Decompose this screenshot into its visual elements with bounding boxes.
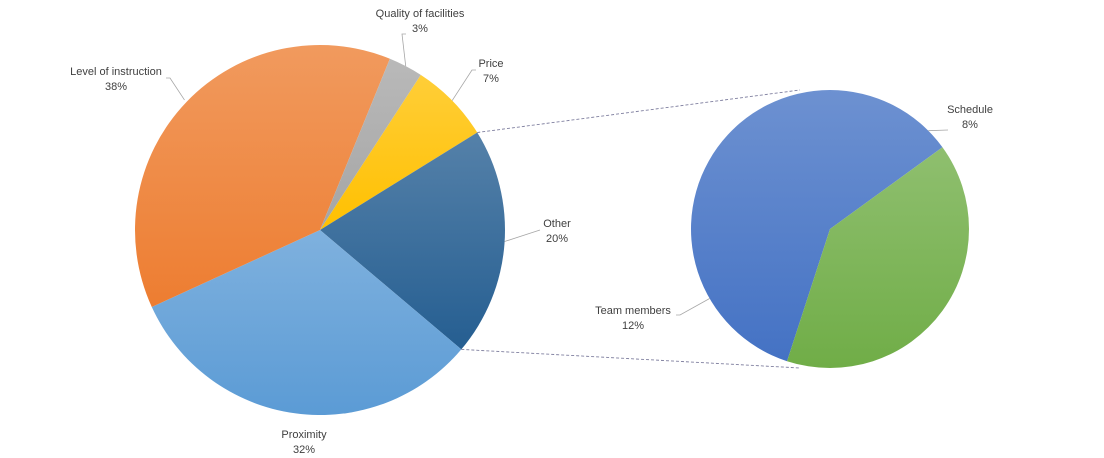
pie-connector-lines [461, 89, 801, 369]
secondary-pie [691, 89, 969, 368]
pie-slice-schedule [787, 147, 969, 368]
label-leader-lines [166, 33, 949, 316]
label-value-quality-of-facilities: 3% [412, 23, 428, 35]
leader-other [504, 229, 541, 242]
leader-team-members [676, 298, 710, 316]
connector-line-bottom [461, 348, 801, 369]
main-pie [135, 45, 506, 415]
label-value-price: 7% [483, 73, 499, 85]
label-value-team-members: 12% [622, 320, 644, 332]
label-name-proximity: Proximity [281, 429, 327, 441]
label-value-schedule: 8% [962, 119, 978, 131]
label-value-proximity: 32% [293, 444, 315, 456]
label-value-other: 20% [546, 233, 568, 245]
pie-slice-price [320, 74, 478, 230]
label-value-level-of-instruction: 38% [105, 81, 127, 93]
label-name-team-members: Team members [595, 305, 671, 317]
label-name-quality-of-facilities: Quality of facilities [376, 8, 465, 20]
label-name-level-of-instruction: Level of instruction [70, 66, 162, 78]
label-name-price: Price [478, 58, 503, 70]
leader-price [451, 69, 476, 101]
leader-level-of-instruction [166, 77, 185, 101]
label-name-schedule: Schedule [947, 104, 993, 116]
pie-slice-proximity [151, 230, 462, 415]
label-name-other: Other [543, 218, 571, 230]
pie-slice-facilities [320, 58, 421, 230]
leader-schedule [928, 129, 949, 132]
connector-line-top [477, 89, 801, 133]
leader-quality-of-facilities [401, 33, 407, 67]
pie-slice-other [320, 132, 506, 350]
pie-slice-instruction [135, 45, 390, 308]
pie-slice-team [691, 89, 943, 362]
